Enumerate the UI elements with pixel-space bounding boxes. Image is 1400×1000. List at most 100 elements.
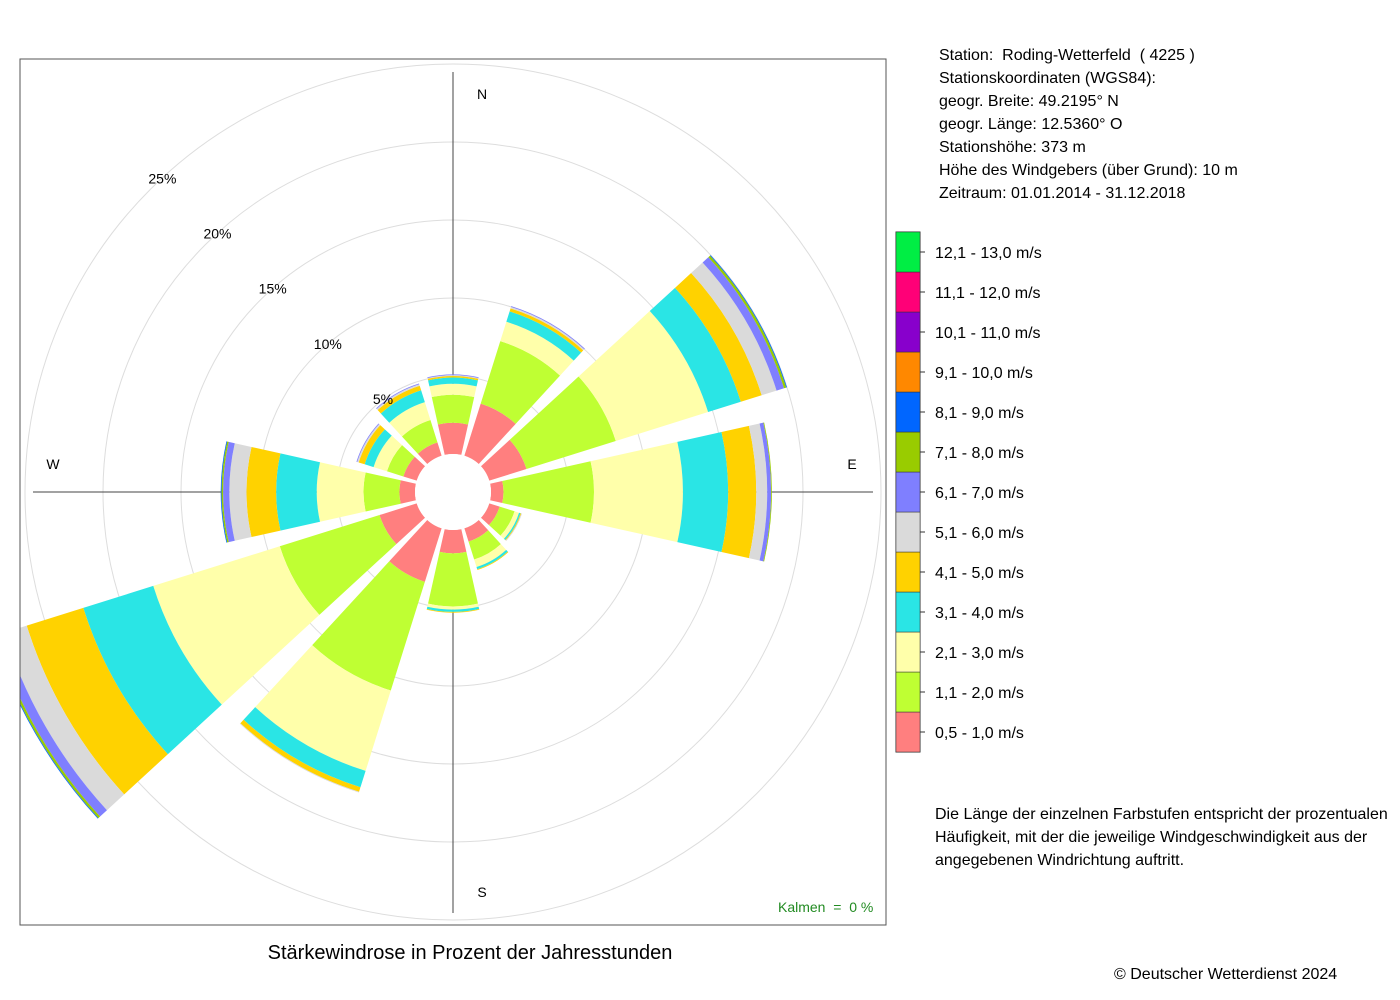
legend-label: 10,1 - 11,0 m/s [935,325,1041,342]
petal-0 [427,374,479,455]
petal-segment [427,375,479,379]
petal-segment [276,453,320,531]
petal-segment [428,377,478,387]
petal-30 [464,306,585,465]
petal-segment [279,515,397,615]
legend-label: 12,1 - 13,0 m/s [935,245,1042,262]
petal-segment [376,384,420,411]
legend-label: 1,1 - 2,0 m/s [935,685,1024,702]
legend-swatch [895,671,921,713]
petal-segment [480,341,561,424]
legend-swatch [895,391,921,433]
petal-300 [356,423,426,481]
legend-swatch [895,551,921,593]
chart-title: Stärkewindrose in Prozent der Jahresstun… [267,942,673,964]
petal-segment [377,385,422,414]
legend-label: 11,1 - 12,0 m/s [935,285,1041,302]
petal-segment [476,549,508,570]
petal-segment [399,480,416,504]
petal-segment [358,425,385,465]
petal-segment [255,645,391,771]
petal-segment [221,441,229,543]
station-info: Station: Roding-Wetterfeld ( 4225 ) Stat… [939,44,1238,205]
station-longitude: geogr. Länge: 12.5360° O [939,116,1123,133]
petal-segment [702,257,785,391]
legend-label: 9,1 - 10,0 m/s [935,365,1033,382]
petal-segment [153,546,320,705]
petal-60 [480,255,787,481]
legend-label: 2,1 - 3,0 m/s [935,645,1024,662]
station-name: Station: Roding-Wetterfeld ( 4225 ) [939,47,1195,64]
petal-segment [26,607,168,795]
petal-segment [373,435,403,472]
petal-segment [677,431,729,553]
petal-segment [403,456,426,481]
compass-label-N: N [477,86,487,102]
radial-tick-label: 25% [148,170,176,186]
petal-segment [243,707,366,788]
radial-tick-label: 20% [203,226,231,242]
petal-segment [509,308,584,353]
plot-area: 5% 10% 15% 20% 25% N E S W [20,63,882,921]
petal-segment [312,561,425,691]
petal-330 [376,383,442,465]
calm-center-circle [415,454,491,530]
legend-swatch [895,511,921,553]
wind-petals [20,255,787,819]
petal-segment [229,443,252,541]
petal-segment [428,551,478,607]
petal-segment [380,390,425,423]
petal-segment [474,544,507,567]
petal-segment [431,394,475,425]
petal-segment [691,262,777,396]
legend-swatch [895,231,921,273]
petal-segment [675,273,762,402]
petal-segment [223,441,235,543]
petal-segment [500,511,520,539]
petal-180 [426,529,480,613]
compass-label-E: E [847,456,856,472]
compass-label-S: S [477,884,486,900]
plot-frame [19,58,887,926]
petal-segment [20,674,107,817]
petal-150 [464,519,509,570]
legend-swatch [895,351,921,393]
legend-label: 0,5 - 1,0 m/s [935,725,1024,742]
radial-tick-label: 15% [259,281,287,297]
petal-segment [389,402,431,437]
petal-segment [439,529,467,554]
petal-segment [590,441,683,543]
radial-tick-label: 5% [373,391,393,407]
explanation-note: Die Länge der einzelnen Farbstufen entsp… [935,806,1388,869]
petal-segment [748,423,768,561]
petal-segment [240,719,361,792]
legend-label: 3,1 - 4,0 m/s [935,605,1024,622]
petal-segment [505,513,522,541]
radial-tick-label: 10% [314,336,342,352]
petal-segment [649,287,741,413]
legend-label: 6,1 - 7,0 m/s [935,485,1024,502]
petal-segment [489,506,515,536]
petal-segment [246,446,281,538]
petal-segment [429,383,477,398]
petal-segment [503,512,521,540]
legend-label: 8,1 - 9,0 m/s [935,405,1024,422]
time-period: Zeitraum: 01.01.2014 - 31.12.2018 [939,185,1186,202]
petal-segment [509,376,616,469]
petal-segment [490,480,504,504]
petal-segment [427,603,479,610]
petal-segment [426,609,480,613]
petal-segment [500,321,574,376]
petal-segment [427,374,479,379]
station-coordinates-header: Stationskoordinaten (WGS84): [939,70,1156,87]
petal-segment [427,375,479,381]
petal-segment [357,424,381,463]
legend-swatch [895,471,921,513]
legend-label: 5,1 - 6,0 m/s [935,525,1024,542]
petal-segment [763,422,772,562]
petal-segment [502,461,594,523]
petal-segment [480,503,500,526]
petal-segment [417,442,442,465]
petal-segment [437,422,469,455]
